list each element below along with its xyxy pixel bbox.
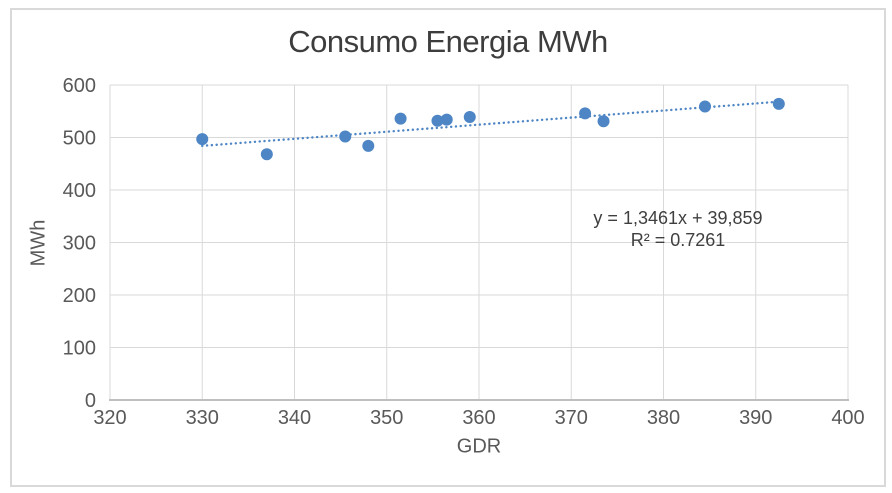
y-tick-label: 500	[63, 128, 96, 150]
data-point	[699, 100, 712, 113]
x-tick-label: 390	[739, 407, 772, 429]
data-point	[440, 113, 453, 126]
data-point	[394, 112, 407, 125]
data-point	[196, 133, 209, 146]
trendline-r-squared-text: R² = 0.7261	[630, 230, 726, 250]
x-tick-label: 320	[93, 407, 126, 429]
x-axis-title: GDR	[456, 435, 502, 458]
data-point	[772, 97, 785, 110]
chart-title: Consumo Energia MWh	[288, 24, 608, 59]
x-tick-label: 330	[186, 407, 219, 429]
y-tick-label: 100	[63, 338, 96, 360]
data-point	[260, 148, 273, 161]
data-point	[463, 111, 476, 124]
y-tick-label: 0	[85, 390, 96, 412]
data-point	[339, 130, 352, 143]
data-point	[431, 114, 444, 127]
x-tick-label: 380	[647, 407, 680, 429]
x-tick-label: 400	[831, 407, 864, 429]
x-tick-label: 360	[462, 407, 495, 429]
data-point	[362, 139, 375, 152]
trendline-label: y = 1,3461x + 39,859 R² = 0.7261	[593, 207, 762, 251]
x-tick-label: 370	[555, 407, 588, 429]
x-tick-label: 340	[278, 407, 311, 429]
data-point	[579, 107, 592, 120]
y-tick-label: 600	[63, 75, 96, 97]
trendline	[201, 100, 781, 148]
data-point	[597, 115, 610, 128]
y-tick-label: 200	[63, 285, 96, 307]
x-tick-label: 350	[370, 407, 403, 429]
chart-frame	[10, 8, 886, 487]
trendline-equation-text: y = 1,3461x + 39,859	[593, 208, 763, 228]
y-tick-label: 300	[63, 233, 96, 255]
y-tick-label: 400	[63, 180, 96, 202]
